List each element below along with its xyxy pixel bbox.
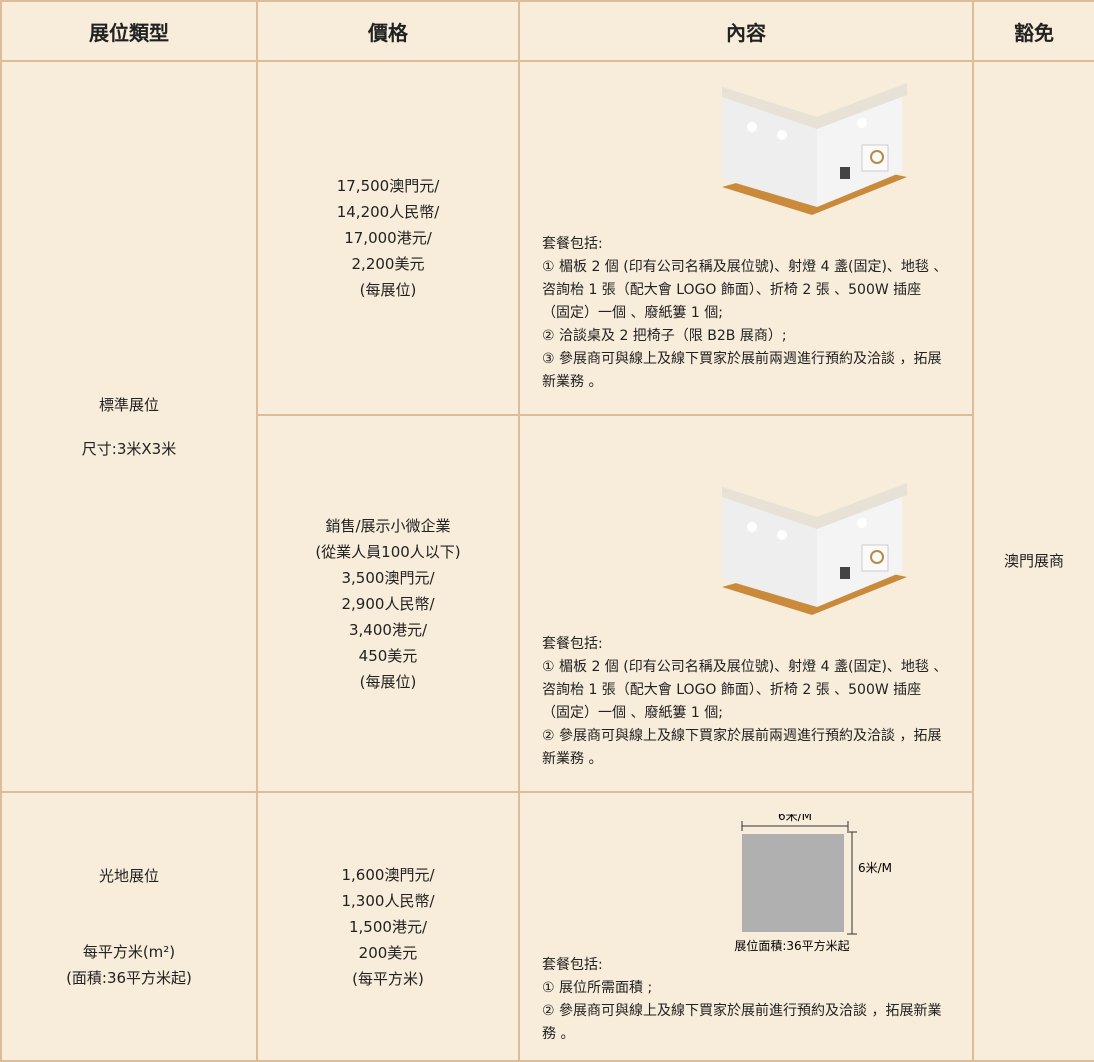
price-line: 2,200美元 — [351, 255, 425, 273]
content-item: ② 參展商可與線上及線下買家於展前兩週進行預約及洽談 ，拓展新業務 。 — [542, 728, 942, 767]
price-line: (每展位) — [359, 281, 417, 299]
content-cell: 6米/M 6米/M 展位面積:36平方米起 套餐包括: ① 展位所需面積 ; ② 參… — [518, 791, 974, 1062]
price-line: 1,600澳門元/ — [341, 865, 435, 884]
header-row: 展位類型 價格 內容 豁免 — [0, 0, 1094, 62]
booth-image — [722, 483, 907, 615]
type: 光地展位 — [98, 866, 159, 885]
width-label: 6米/M — [778, 814, 812, 823]
row: 標準展位尺寸:3米X3米 17,500澳門元/14,200人民幣/17,000港… — [0, 60, 1094, 1062]
price-line: (每展位) — [359, 672, 417, 691]
area-label: 展位面積:36平方米起 — [734, 938, 849, 953]
content-heading: 套餐包括: — [542, 236, 603, 252]
header-cell: 價格 — [256, 0, 520, 62]
content-item: ② 洽談桌及 2 把椅子（限 B2B 展商）; — [542, 328, 787, 344]
price-cell: 17,500澳門元/14,200人民幣/17,000港元/2,200美元 (每展位… — [256, 60, 520, 416]
type: 每平方米(m²) — [82, 942, 176, 961]
price-cell: 銷售/展示小微企業 (從業人員100人以下) 3,500澳門元/2,900人民幣/3… — [256, 414, 520, 793]
content-cell: 套餐包括: ① 楣板 2 個 (印有公司名稱及展位號)、射燈 4 盞(固定)、地毯… — [518, 60, 974, 416]
header-cell: 展位類型 — [0, 0, 258, 62]
price-line: 3,400港元/ — [349, 620, 427, 639]
exemption: 澳門展商 — [1003, 552, 1064, 570]
price-line: 1,300人民幣/ — [341, 891, 435, 910]
type-cell: 標準展位尺寸:3米X3米 — [0, 60, 258, 793]
header-cell: 內容 — [518, 0, 974, 62]
area-diagram: 6米/M 6米/M 展位面積:36平方米起 — [734, 814, 892, 953]
price-line: (從業人員100人以下) — [315, 542, 461, 561]
price-line: 3,500澳門元/ — [341, 568, 435, 587]
price-cell: 1,600澳門元/1,300人民幣/1,500港元/200美元 (每平方米) — [256, 791, 520, 1062]
content-heading: 套餐包括: — [542, 636, 603, 652]
content-cell: 套餐包括: ① 楣板 2 個 (印有公司名稱及展位號)、射燈 4 盞(固定)、地毯… — [518, 414, 974, 793]
price-line: 14,200人民幣/ — [336, 203, 440, 221]
price-line: 銷售/展示小微企業 — [325, 516, 451, 535]
header-cell: 豁免 — [972, 0, 1094, 62]
content-item: ① 楣板 2 個 (印有公司名稱及展位號)、射燈 4 盞(固定)、地毯 、咨詢枱… — [542, 259, 948, 321]
area-square — [742, 834, 844, 932]
content-item: ① 楣板 2 個 (印有公司名稱及展位號)、射燈 4 盞(固定)、地毯 、咨詢枱… — [542, 659, 948, 721]
price-line: (每平方米) — [352, 969, 424, 988]
row: 光地展位每平方米(m²) (面積:36平方米起) 1,600澳門元/1,300人民… — [0, 791, 1094, 1062]
booth-image — [722, 83, 907, 215]
price-line: 1,500港元/ — [349, 917, 427, 936]
content-item: ② 參展商可與線上及線下買家於展前進行預約及洽談 ，拓展新業務 。 — [542, 1003, 942, 1042]
price-line: 2,900人民幣/ — [341, 594, 435, 613]
type: 標準展位 — [98, 395, 159, 414]
price-line: 200美元 — [358, 943, 418, 962]
exemption-cell: 澳門展商 — [972, 60, 1094, 1062]
content-heading: 套餐包括: — [542, 957, 603, 973]
content-item: ③ 參展商可與線上及線下買家於展前兩週進行預約及洽談 ，拓展新業務 。 — [542, 351, 942, 390]
type: 尺寸:3米X3米 — [81, 439, 177, 458]
height-label: 6米/M — [858, 861, 892, 875]
price-line: 17,500澳門元/ — [336, 177, 440, 195]
type-cell: 光地展位每平方米(m²) (面積:36平方米起) — [0, 791, 258, 1062]
price-line: 450美元 — [358, 646, 418, 665]
type: (面積:36平方米起) — [66, 968, 192, 987]
row: 銷售/展示小微企業 (從業人員100人以下) 3,500澳門元/2,900人民幣/3… — [1, 414, 1094, 793]
price-line: 17,000港元/ — [344, 229, 432, 247]
content-item: ① 展位所需面積 ; — [542, 980, 653, 996]
